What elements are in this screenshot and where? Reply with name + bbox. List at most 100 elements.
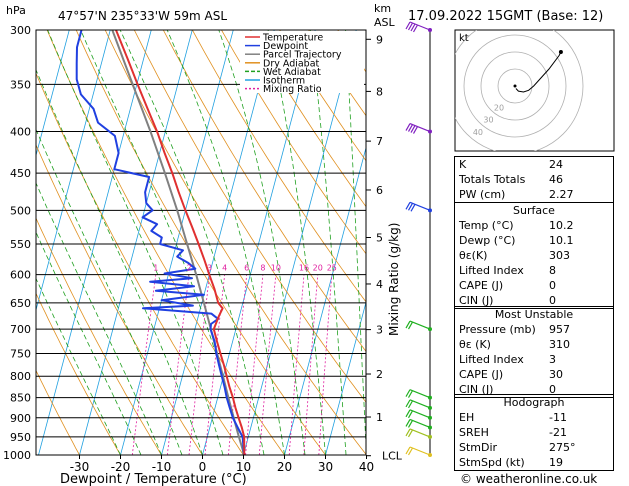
- mixing-ratio-label: 3: [207, 264, 212, 273]
- most-unstable-table: Most Unstable Pressure (mb) 957 θε (K) 310 Li…: [454, 306, 614, 398]
- wind-barb-staff: [409, 201, 431, 211]
- wind-barb-flag: [405, 202, 411, 210]
- km-tick-label: 3: [376, 324, 383, 337]
- hodograph-origin: [513, 84, 517, 88]
- table-label: CIN (J): [459, 383, 494, 396]
- wind-barb-staff: [409, 122, 431, 133]
- table-value: 46: [549, 173, 563, 186]
- table-label: EH: [459, 411, 475, 424]
- isotherm-line: [161, 30, 275, 455]
- table-value: 0: [549, 294, 556, 307]
- table-label: SREH: [459, 426, 489, 439]
- table-value: 0: [549, 383, 556, 396]
- pressure-tick-label: 300: [10, 24, 31, 37]
- datetime-title: 17.09.2022 15GMT (Base: 12): [408, 9, 603, 24]
- hodograph-ring: [497, 68, 533, 104]
- wind-barb-flag: [407, 124, 414, 132]
- table-label: CAPE (J): [459, 279, 504, 292]
- wind-barb-flag: [405, 428, 411, 437]
- hodograph-ring: [455, 30, 584, 151]
- isotherm-line: [120, 30, 234, 455]
- wet-adiabat-line: [36, 128, 183, 455]
- wind-barb-flag: [405, 21, 411, 30]
- asl-label: ASL: [374, 16, 396, 29]
- legend-label: Isotherm: [263, 76, 305, 87]
- axes: 3003504004505005506006507007508008509009…: [3, 24, 374, 474]
- table-value: 8: [549, 264, 556, 277]
- dry-adiabat-line: [46, 30, 285, 455]
- table-label: CAPE (J): [459, 368, 504, 381]
- table-row: PW (cm) 2.27: [455, 187, 613, 202]
- table-label: Pressure (mb): [459, 323, 536, 336]
- dry-adiabat-line: [279, 30, 366, 162]
- x-tick-label: 0: [199, 460, 207, 474]
- table-label: Temp (°C): [459, 219, 514, 232]
- mixing-ratio-label: 4: [222, 264, 227, 273]
- mixing-ratio-label: 16: [299, 264, 309, 273]
- km-tick-label: 5: [376, 231, 383, 244]
- km-tick-label: 2: [376, 368, 383, 381]
- table-row: Temp (°C) 10.2: [455, 218, 613, 233]
- table-value: 303: [549, 249, 570, 262]
- indices-table: K 24 Totals Totals 46 PW (cm) 2.27: [454, 156, 614, 203]
- table-value: 957: [549, 323, 570, 336]
- table-row: StmSpd (kt) 19: [455, 455, 613, 470]
- wind-profile: [405, 21, 432, 457]
- legend-label: Temperature: [262, 33, 323, 44]
- wind-barb-staff: [409, 399, 431, 409]
- table-value: -21: [549, 426, 567, 439]
- legend-label: Parcel Trajectory: [263, 50, 342, 61]
- pressure-tick-label: 700: [10, 323, 31, 336]
- hodograph-table: Hodograph EH -11 SREH -21 StmDir 275° StmSpd (k…: [454, 394, 614, 471]
- km-tick-label: 4: [376, 278, 383, 291]
- table-title: Hodograph: [503, 396, 565, 409]
- hodograph-trace: [515, 51, 562, 93]
- table-value: 2.27: [549, 188, 574, 201]
- table-row: CAPE (J) 0: [455, 278, 613, 293]
- dry-adiabat-line: [192, 30, 366, 303]
- pressure-tick-label: 600: [10, 269, 31, 282]
- isotherm-line: [38, 30, 152, 455]
- table-row: SREH -21: [455, 425, 613, 440]
- table-label: Lifted Index: [459, 264, 524, 277]
- x-tick-label: 20: [277, 460, 292, 474]
- table-row: θε(K) 303: [455, 248, 613, 263]
- pressure-tick-label: 400: [10, 126, 31, 139]
- mixing-ratio-line: [258, 274, 277, 455]
- pressure-tick-label: 1000: [3, 449, 31, 462]
- table-row: θε (K) 310: [455, 337, 613, 352]
- hodograph-unit: kt: [459, 33, 469, 44]
- surface-indices: Surface Temp (°C) 10.2 Dewp (°C) 10.1 θε(K) 30…: [454, 202, 614, 309]
- wind-barb-flag: [410, 125, 416, 133]
- table-label: StmSpd (kt): [459, 456, 525, 469]
- isotherm-line: [79, 30, 193, 455]
- legend-label: Mixing Ratio: [263, 84, 322, 95]
- dry-adiabat-line: [104, 30, 366, 455]
- km-label: km: [374, 2, 391, 15]
- table-row: K 24: [455, 157, 613, 172]
- hodograph-ring-label: 30: [483, 116, 493, 125]
- wind-barb-flag: [407, 420, 414, 428]
- hodograph-ring-label: 20: [494, 103, 504, 112]
- temperature-line: [115, 30, 246, 455]
- km-tick-label: 1: [376, 411, 383, 424]
- table-value: 310: [549, 338, 570, 351]
- wind-barb-flag: [407, 203, 414, 211]
- x-axis-label: Dewpoint / Temperature (°C): [60, 472, 247, 486]
- location-title: 47°57'N 235°33'W 59m ASL: [58, 9, 227, 23]
- mixing-ratio-label: 8: [260, 264, 265, 273]
- table-value: 0: [549, 279, 556, 292]
- pressure-tick-label: 800: [10, 370, 31, 383]
- table-row: CAPE (J) 30: [455, 367, 613, 382]
- dry-adiabat-line: [36, 72, 244, 455]
- legend-label: Wet Adiabat: [263, 67, 321, 78]
- table-label: PW (cm): [459, 188, 506, 201]
- profiles: [75, 30, 246, 455]
- isotherm-line: [284, 146, 366, 455]
- wind-barb-flag: [410, 23, 416, 32]
- dry-adiabat-line: [221, 30, 366, 255]
- wind-barb-flag: [405, 123, 411, 131]
- dewpoint-line: [75, 30, 245, 455]
- wind-barb-staff: [409, 418, 431, 429]
